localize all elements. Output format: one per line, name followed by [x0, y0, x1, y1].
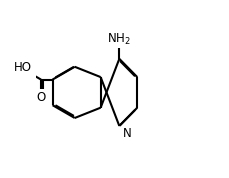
Text: NH$_2$: NH$_2$ — [107, 32, 131, 47]
Text: N: N — [122, 127, 131, 140]
Text: HO: HO — [14, 61, 31, 74]
Text: O: O — [36, 91, 46, 104]
